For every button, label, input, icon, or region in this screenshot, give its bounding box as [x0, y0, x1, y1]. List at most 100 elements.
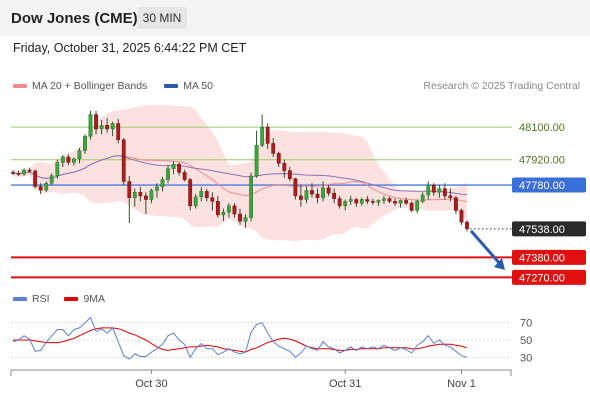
- candle-body-down: [11, 172, 15, 174]
- candle: [66, 154, 71, 166]
- candle: [227, 203, 231, 218]
- timeframe-button[interactable]: 30 MIN: [137, 7, 187, 29]
- candle: [149, 188, 154, 204]
- candle: [182, 169, 187, 182]
- level-label-box: [512, 119, 586, 135]
- candle-body-up: [77, 150, 82, 160]
- candle-body-down: [232, 205, 237, 215]
- candle: [38, 183, 43, 195]
- candle: [238, 208, 242, 225]
- candle-body-down: [287, 170, 292, 179]
- candle: [177, 162, 182, 176]
- level-label-support: 47380.00: [519, 252, 565, 264]
- candle: [188, 177, 193, 211]
- timestamp: Friday, October 31, 2025 6:44:22 PM CET: [13, 41, 247, 55]
- candle: [354, 197, 359, 207]
- candle-body-up: [304, 190, 309, 200]
- candle: [415, 199, 420, 214]
- candle-body-up: [260, 126, 265, 146]
- candle-body-down: [271, 143, 276, 154]
- candle-body-up: [149, 190, 154, 200]
- candle-body-up: [71, 158, 76, 163]
- candle: [365, 195, 370, 205]
- candle-body-up: [382, 198, 386, 201]
- candle: [160, 176, 165, 192]
- candle-body-down: [442, 188, 447, 197]
- candle-body-down: [94, 114, 98, 130]
- candle-body-up: [420, 194, 425, 202]
- candle: [105, 118, 110, 133]
- candle-body-down: [38, 186, 43, 191]
- candle-body-down: [215, 201, 220, 216]
- candle: [437, 185, 442, 198]
- candle: [310, 183, 314, 198]
- candle-body-up: [155, 186, 159, 191]
- candle-body-up: [60, 156, 65, 163]
- level-label-pivot: 47780.00: [519, 180, 565, 192]
- chart-legend: MA 20 + Bollinger Bands MA 50: [13, 80, 227, 92]
- candle: [27, 167, 32, 173]
- candle-body-down: [116, 123, 121, 141]
- candle-body-up: [348, 199, 353, 202]
- candle: [249, 172, 253, 222]
- candle-body-down: [448, 195, 453, 198]
- candle: [99, 119, 104, 135]
- candle: [155, 183, 159, 198]
- candle-body-down: [431, 184, 436, 193]
- x-tick-label: Oct 30: [135, 378, 167, 390]
- candle-body-up: [110, 123, 115, 130]
- candle: [254, 130, 259, 178]
- candle-body-up: [83, 135, 87, 151]
- candle-body-down: [293, 178, 298, 197]
- candle: [431, 183, 436, 196]
- candle: [127, 176, 132, 224]
- candle-body-down: [332, 192, 337, 199]
- candle-body-down: [326, 187, 331, 194]
- candle-body-up: [44, 182, 49, 191]
- candle-body-down: [16, 173, 21, 175]
- level-label-support: 47270.00: [519, 272, 565, 284]
- candle-body-up: [321, 187, 325, 198]
- candle: [348, 195, 353, 205]
- candle-body-down: [404, 200, 409, 204]
- candle: [404, 197, 409, 205]
- bollinger-band: [13, 105, 467, 242]
- candle: [11, 170, 15, 176]
- candle: [215, 195, 220, 218]
- candle-body-up: [227, 205, 231, 213]
- candle-body-down: [27, 169, 32, 172]
- candle: [71, 157, 76, 166]
- level-label-box: [512, 269, 586, 285]
- copyright: Research © 2025 Trading Central: [423, 80, 580, 92]
- candle: [60, 155, 65, 167]
- candle: [387, 196, 392, 204]
- candle: [315, 188, 320, 204]
- candle: [143, 192, 148, 214]
- candle: [382, 195, 386, 205]
- candle-body-up: [199, 191, 204, 198]
- candle: [83, 134, 87, 154]
- candle-body-up: [55, 162, 60, 176]
- candle-body-up: [426, 184, 431, 196]
- candle-body-down: [298, 195, 303, 200]
- candle: [409, 201, 414, 213]
- legend-rsi-label: RSI: [32, 293, 50, 305]
- candle-body-down: [204, 191, 209, 198]
- candle: [22, 168, 26, 176]
- candle: [287, 166, 292, 182]
- candle: [454, 195, 458, 214]
- candle-body-up: [22, 169, 26, 175]
- candle: [304, 186, 309, 204]
- candle-body-down: [370, 201, 375, 203]
- candle-body-down: [238, 213, 242, 222]
- candle: [110, 121, 115, 137]
- candle: [199, 186, 204, 202]
- candle: [16, 170, 21, 176]
- candle-body-down: [409, 202, 414, 211]
- candle: [171, 161, 176, 175]
- candle-body-down: [66, 156, 71, 163]
- legend-ma20-label: MA 20 + Bollinger Bands: [32, 80, 148, 92]
- candle: [49, 173, 54, 185]
- legend-ma50: MA 50: [164, 80, 213, 92]
